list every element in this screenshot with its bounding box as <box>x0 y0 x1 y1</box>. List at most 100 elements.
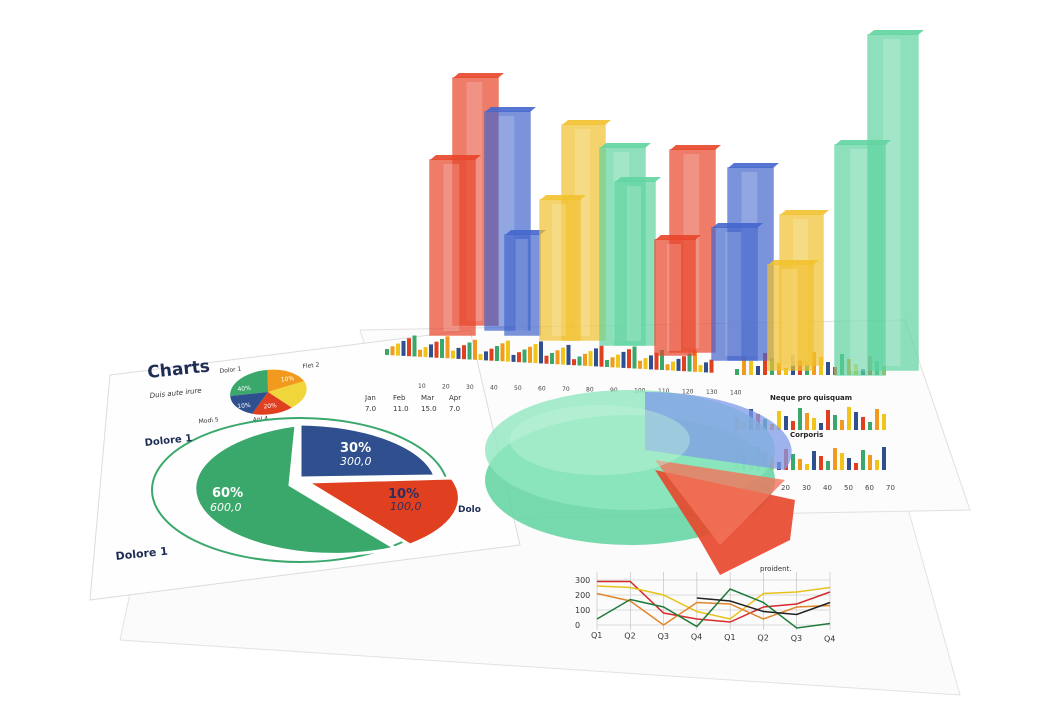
right-bar <box>777 411 781 430</box>
mini-bar <box>418 349 422 357</box>
right-bar <box>819 423 823 430</box>
right-bar <box>791 454 795 470</box>
axis-tick: 60 <box>865 484 874 492</box>
axis-tick: 20 <box>781 484 790 492</box>
caption-bottom: Dolore 1 <box>115 545 168 563</box>
axis-tick: 10 <box>418 383 426 390</box>
mini-bar <box>533 344 538 364</box>
mini-bar <box>577 356 582 366</box>
right-bar <box>819 357 823 375</box>
axis-tick: 80 <box>586 387 594 394</box>
right-bar <box>882 414 886 430</box>
right-bar <box>840 453 844 470</box>
y-tick: 100 <box>575 606 590 615</box>
glass-bar-chart <box>429 30 924 376</box>
mini-bar <box>605 360 609 367</box>
small-pie-pct: 10% <box>237 402 251 410</box>
glass-bar <box>429 155 481 336</box>
mini-bar <box>665 364 670 371</box>
axis-tick: 130 <box>706 389 718 396</box>
mini-bar <box>550 353 554 364</box>
small-pie: 40% 10% 10% 20% Dolor 1 Flet 2 Modi 5 An… <box>198 361 320 425</box>
mini-bar <box>638 360 642 369</box>
right-bar <box>749 361 753 375</box>
small-pie-label: Modi 5 <box>198 416 219 425</box>
mini-bar <box>682 356 686 372</box>
mini-bar <box>660 350 664 370</box>
right-bar <box>875 409 879 430</box>
mini-bar <box>698 365 703 373</box>
slice-value: 600,0 <box>210 501 242 514</box>
table-cell: 7.0 <box>365 405 376 413</box>
right-bar <box>756 366 760 375</box>
mini-bar <box>599 345 604 367</box>
right-bar <box>805 413 809 430</box>
line-series <box>596 585 831 620</box>
right-bar <box>875 460 879 470</box>
caption-top: Dolore 1 <box>144 433 193 449</box>
right-bar <box>742 356 746 375</box>
right-heading-2: Corporis <box>790 431 823 439</box>
mini-bar-strip: 102030405060708090100110120130140 <box>385 335 742 397</box>
axis-tick: 30 <box>466 384 474 391</box>
mini-bar <box>610 357 615 368</box>
mini-bar <box>621 351 626 368</box>
mini-bar <box>643 358 648 370</box>
right-bar <box>798 459 802 470</box>
right-bar <box>833 415 837 430</box>
right-bar <box>861 450 865 470</box>
x-tick: Q2 <box>757 634 768 643</box>
mini-bar <box>495 346 499 361</box>
right-bar <box>847 458 851 470</box>
axis-tick: 60 <box>538 386 546 393</box>
small-pie-label: Dolor 1 <box>219 366 242 375</box>
mini-bar <box>500 343 505 362</box>
mini-bar <box>473 339 477 360</box>
mini-bar <box>539 341 543 364</box>
line-chart-note: proident. <box>760 565 792 573</box>
y-tick: 200 <box>575 591 590 600</box>
axis-tick: 140 <box>730 390 742 397</box>
axis-tick: 70 <box>886 484 895 492</box>
x-tick: Q2 <box>624 632 635 641</box>
mini-bar <box>555 350 560 365</box>
mini-bar <box>390 346 395 356</box>
slice-pct: 30% <box>340 441 371 456</box>
right-bar <box>868 422 872 430</box>
table-header: Apr <box>449 394 461 402</box>
mini-bar <box>506 340 510 362</box>
line-chart: 0 100 200 300 Q1 Q2 Q3 Q4 Q1 Q2 Q3 Q4 proident. <box>575 565 835 644</box>
mini-bar <box>451 350 455 359</box>
mini-bar <box>467 342 472 360</box>
right-bar <box>840 420 844 430</box>
right-bar <box>847 407 851 430</box>
mini-bar <box>445 336 450 359</box>
right-bar <box>882 447 886 470</box>
mini-bar <box>583 353 587 366</box>
mini-bar <box>407 338 411 357</box>
glass-bar <box>614 177 661 346</box>
right-bar <box>784 368 788 375</box>
x-tick: Q4 <box>824 635 835 644</box>
x-tick: Q4 <box>691 633 702 642</box>
right-bar <box>826 410 830 430</box>
big-pie: 60% 600,0 30% 300,0 10% 100,0 <box>151 417 461 563</box>
axis-tick: 50 <box>844 484 853 492</box>
mini-bar <box>484 351 488 361</box>
table-header: Jan <box>364 394 376 402</box>
mini-bar <box>632 346 637 369</box>
mini-bar <box>429 344 433 358</box>
mini-bar <box>561 347 565 365</box>
mini-bar <box>572 359 576 366</box>
right-bar <box>735 369 739 375</box>
glass-bar <box>539 195 586 341</box>
table-header: Mar <box>421 394 434 402</box>
line-series <box>596 592 831 626</box>
right-bar <box>826 461 830 470</box>
mini-bar <box>478 354 483 361</box>
mini-bar <box>693 350 697 372</box>
right-bar <box>805 464 809 470</box>
glass-bar <box>711 223 763 361</box>
right-bar <box>854 412 858 430</box>
